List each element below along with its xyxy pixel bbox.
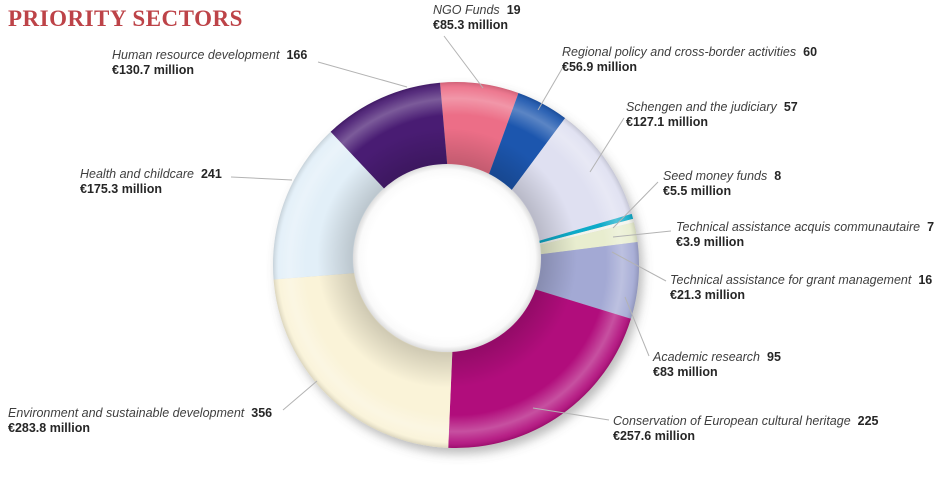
sector-count: 57 [783,100,798,114]
sector-count: 8 [774,169,782,183]
sector-label-regional-policy-and-cross-border-activities: Regional policy and cross-border activit… [562,45,817,75]
leader-line-environment-and-sustainable-development [282,380,318,411]
sector-label-technical-assistance-for-grant-management: Technical assistance for grant managemen… [670,273,932,303]
sector-amount: €21.3 million [670,288,746,302]
sector-amount: €175.3 million [80,182,162,196]
leader-lines [230,35,672,421]
sector-name: Health and childcare [80,167,194,181]
leader-line-technical-assistance-acquis-communautaire [612,230,672,238]
sector-name: Technical assistance for grant managemen… [670,273,912,287]
leader-line-schengen-and-the-judiciary [589,117,625,173]
sector-name: Conservation of European cultural herita… [613,414,851,428]
page-title: PRIORITY SECTORS [8,6,243,31]
sector-count: 7 [927,220,935,234]
sector-count: 60 [803,45,818,59]
leader-line-health-and-childcare [230,176,293,181]
sector-count: 166 [286,48,308,62]
sector-label-academic-research: Academic research 95 €83 million [653,350,781,380]
leader-line-conservation-of-european-cultural-heritage [532,407,610,421]
sector-amount: €56.9 million [562,60,638,74]
leader-line-regional-policy-and-cross-border-activities [537,66,564,111]
donut-hole [353,164,541,352]
sector-label-technical-assistance-acquis-communautaire: Technical assistance acquis communautair… [676,220,934,250]
sector-name: Seed money funds [663,169,768,183]
sector-name: Technical assistance acquis communautair… [676,220,921,234]
sector-count: 19 [506,3,521,17]
sector-name: Human resource development [112,48,280,62]
sector-count: 16 [918,273,933,287]
sector-amount: €5.5 million [663,184,732,198]
leader-line-seed-money-funds [612,181,659,229]
leader-line-ngo-funds [443,35,484,89]
sector-count: 241 [200,167,222,181]
sector-name: Regional policy and cross-border activit… [562,45,797,59]
sector-count: 225 [857,414,879,428]
sector-amount: €85.3 million [433,18,509,32]
sector-name: Schengen and the judiciary [626,100,777,114]
sector-amount: €283.8 million [8,421,90,435]
sector-label-environment-and-sustainable-development: Environment and sustainable development 3… [8,406,272,436]
sector-label-health-and-childcare: Health and childcare 241 €175.3 million [80,167,222,197]
leader-line-academic-research [624,296,650,357]
sector-amount: €3.9 million [676,235,745,249]
sector-name: Academic research [653,350,760,364]
leader-line-technical-assistance-for-grant-management [611,251,667,282]
sector-count: 95 [767,350,781,364]
sector-amount: €127.1 million [626,115,708,129]
sector-name: Environment and sustainable development [8,406,245,420]
sector-label-seed-money-funds: Seed money funds 8 €5.5 million [663,169,781,199]
sector-count: 356 [251,406,273,420]
leader-line-human-resource-development [317,61,408,88]
sector-label-schengen-and-the-judiciary: Schengen and the judiciary 57 €127.1 milli… [626,100,798,130]
sector-label-human-resource-development: Human resource development 166 €130.7 mill… [112,48,307,78]
sector-label-conservation-of-european-cultural-heritage: Conservation of European cultural herita… [613,414,879,444]
sector-amount: €83 million [653,365,718,379]
sector-amount: €130.7 million [112,63,194,77]
sector-name: NGO Funds [433,3,500,17]
sector-label-ngo-funds: NGO Funds 19 €85.3 million [433,3,521,33]
sector-amount: €257.6 million [613,429,695,443]
